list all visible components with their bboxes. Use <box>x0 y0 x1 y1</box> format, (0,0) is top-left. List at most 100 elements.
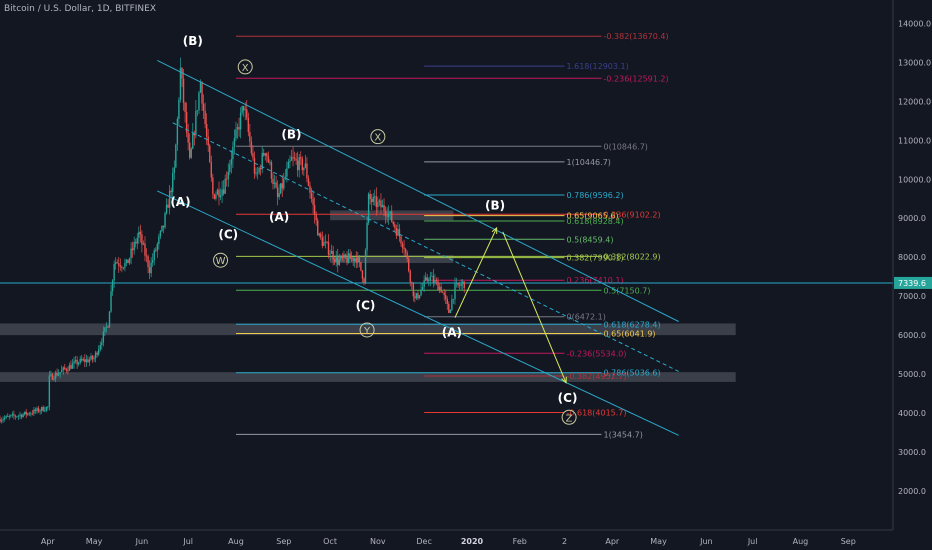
support-zone <box>330 255 454 264</box>
candle-body <box>303 167 305 171</box>
candle-body <box>446 298 448 304</box>
candle-body <box>247 117 250 133</box>
fib-level-label: 0.382(7990.1) <box>566 254 623 263</box>
candle-body <box>309 185 311 193</box>
candle-body <box>27 413 29 415</box>
candle-body <box>124 262 126 268</box>
candle-body <box>145 255 148 257</box>
candle-body <box>141 234 143 245</box>
candle-body <box>317 220 319 236</box>
wave-label: (A) <box>442 325 462 339</box>
y-axis-tick-label: 7000.0 <box>898 292 926 301</box>
y-axis-tick-label: 2000.0 <box>898 487 926 496</box>
candle-body <box>293 157 296 159</box>
x-axis-tick-label: Nov <box>370 537 386 546</box>
candle-body <box>30 413 32 415</box>
x-axis-tick-label: Apr <box>605 537 620 546</box>
candle-body <box>255 173 257 174</box>
x-axis-tick-label: Jun <box>135 537 149 546</box>
candle-body <box>411 281 413 283</box>
candle-body <box>313 204 316 215</box>
fib-level-label: 1(3454.7) <box>604 430 643 439</box>
candle-body <box>114 262 117 264</box>
candle-body <box>162 225 165 228</box>
candle-body <box>380 200 382 208</box>
candle-body <box>65 368 68 371</box>
candle-body <box>420 289 422 296</box>
y-axis-tick-label: 10000.0 <box>898 175 931 184</box>
candle-body <box>398 229 401 237</box>
wave-label: (C) <box>558 391 578 405</box>
candle-body <box>374 196 376 198</box>
candle-body <box>102 331 105 343</box>
candle-body <box>290 156 293 161</box>
candle-body <box>370 199 373 202</box>
candle-body <box>283 178 285 189</box>
candle-body <box>173 167 175 173</box>
candle-body <box>199 82 202 93</box>
candle-body <box>354 258 356 262</box>
candle-body <box>207 136 209 146</box>
candle-body <box>343 254 345 258</box>
candle-body <box>37 408 40 412</box>
candle-body <box>349 253 351 259</box>
candle-body <box>74 359 77 362</box>
candle-body <box>431 275 433 277</box>
candle-body <box>45 406 47 411</box>
candle-body <box>361 270 364 279</box>
fib-level-label: -0.382(4952.7) <box>566 372 626 381</box>
candle-body <box>445 295 447 299</box>
candle-body <box>307 178 310 186</box>
fib-level-label: -0.236(12591.2) <box>604 74 669 83</box>
candle-body <box>67 370 69 372</box>
candle-body <box>448 303 450 313</box>
x-axis-tick-label: Feb <box>513 537 527 546</box>
candle-body <box>164 213 166 228</box>
candles <box>0 57 465 424</box>
candle-body <box>238 127 240 130</box>
candle-body <box>133 242 135 251</box>
candle-body <box>196 110 199 112</box>
fib-level-label: 1(10446.7) <box>566 158 610 167</box>
candle-body <box>457 282 459 286</box>
candle-body <box>295 158 297 161</box>
candle-body <box>230 159 233 165</box>
candle-body <box>320 233 322 238</box>
wave-label-circle <box>561 409 577 425</box>
x-axis-tick-label: Jun <box>699 537 713 546</box>
candle-body <box>383 205 385 212</box>
candle-body <box>261 152 263 170</box>
candle-body <box>172 172 174 193</box>
candle-body <box>377 201 379 208</box>
candle-body <box>209 145 211 163</box>
candle-body <box>298 157 300 171</box>
candle-body <box>107 326 109 328</box>
fib-level-label: 0.236(7410.1) <box>566 276 623 285</box>
candle-body <box>221 189 223 196</box>
candle-body <box>441 291 444 293</box>
candle-body <box>397 229 399 236</box>
candle-body <box>34 409 37 412</box>
candle-body <box>187 132 189 143</box>
candle-body <box>375 196 378 208</box>
candle-body <box>99 345 101 350</box>
candle-body <box>272 178 274 184</box>
candle-body <box>387 213 390 217</box>
candle-body <box>158 236 160 245</box>
x-axis-tick-label: 2020 <box>461 537 484 546</box>
candle-body <box>121 266 123 268</box>
candle-body <box>258 167 260 173</box>
wave-label: (B) <box>183 34 203 48</box>
fib-level-label: -0.236(5534.0) <box>566 349 626 358</box>
candle-body <box>392 221 394 225</box>
fib-level-label: 0(6472.1) <box>566 313 605 322</box>
y-axis-tick-label: 4000.0 <box>898 409 926 418</box>
candle-body <box>70 365 72 369</box>
support-zone <box>0 372 736 382</box>
chart-title: Bitcoin / U.S. Dollar, 1D, BITFINEX <box>4 4 156 14</box>
candle-body <box>423 280 425 287</box>
candle-body <box>148 267 151 274</box>
wave-label: W <box>216 256 226 267</box>
candle-body <box>155 250 157 252</box>
